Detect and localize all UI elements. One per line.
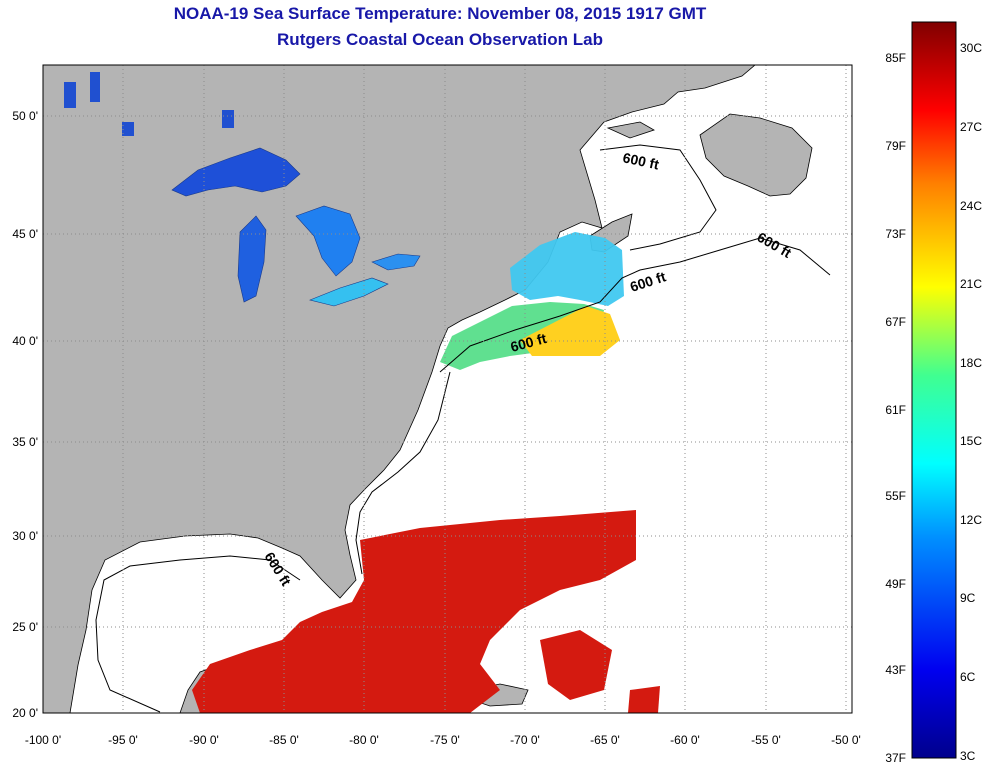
latitude-label: 30 0' — [12, 529, 38, 543]
celsius-label: 12C — [960, 513, 982, 527]
sst-patch-east — [540, 630, 612, 700]
celsius-label: 24C — [960, 199, 982, 213]
fahrenheit-label: 85F — [885, 51, 906, 65]
longitude-label: -90 0' — [189, 733, 219, 747]
map-subtitle: Rutgers Coastal Ocean Observation Lab — [277, 30, 603, 49]
fahrenheit-label: 55F — [885, 489, 906, 503]
celsius-label: 27C — [960, 120, 982, 134]
fahrenheit-label: 67F — [885, 315, 906, 329]
sst-patch-far-east — [628, 686, 660, 713]
longitude-label: -50 0' — [831, 733, 861, 747]
fahrenheit-label: 43F — [885, 663, 906, 677]
small-lakes — [64, 72, 234, 136]
celsius-label: 6C — [960, 670, 976, 684]
celsius-label: 15C — [960, 434, 982, 448]
longitude-label: -85 0' — [269, 733, 299, 747]
celsius-label: 9C — [960, 591, 976, 605]
fahrenheit-label: 49F — [885, 577, 906, 591]
graticule — [43, 65, 852, 713]
depth-contour-st-lawrence — [599, 144, 717, 251]
sst-cool-shelf — [510, 232, 624, 306]
latitude-label: 25 0' — [12, 620, 38, 634]
fahrenheit-label: 37F — [885, 751, 906, 765]
map-frame — [42, 64, 853, 714]
great-lakes — [171, 147, 421, 307]
contour-label-st-lawrence: 600 ft — [621, 149, 660, 172]
north-america-land — [43, 65, 756, 713]
longitude-label: -70 0' — [510, 733, 540, 747]
latitude-label: 20 0' — [12, 706, 38, 720]
newfoundland-land — [699, 113, 813, 197]
temperature-colorbar — [911, 21, 957, 759]
celsius-label: 30C — [960, 41, 982, 55]
map-title: NOAA-19 Sea Surface Temperature: Novembe… — [173, 4, 707, 23]
depth-contour-atlantic — [439, 237, 831, 373]
latitude-label: 35 0' — [12, 435, 38, 449]
fahrenheit-scale: 85F 79F 73F 67F 61F 55F 49F 43F 37F — [885, 51, 906, 765]
depth-contour-gulf — [95, 555, 301, 713]
anticosti-land — [606, 121, 655, 139]
fahrenheit-label: 79F — [885, 139, 906, 153]
sst-warm-offshore — [520, 306, 620, 356]
latitude-labels: 50 0' 45 0' 40 0' 35 0' 30 0' 25 0' 20 0' — [12, 109, 38, 720]
fahrenheit-label: 73F — [885, 227, 906, 241]
longitude-label: -75 0' — [430, 733, 460, 747]
longitude-label: -80 0' — [349, 733, 379, 747]
longitude-label: -100 0' — [25, 733, 61, 747]
longitude-label: -55 0' — [751, 733, 781, 747]
celsius-label: 21C — [960, 277, 982, 291]
longitude-labels: -100 0' -95 0' -90 0' -85 0' -80 0' -75 0' -70… — [25, 733, 861, 747]
sst-warm-south — [192, 510, 636, 713]
celsius-label: 18C — [960, 356, 982, 370]
depth-contour-southeast — [355, 371, 451, 575]
latitude-label: 50 0' — [12, 109, 38, 123]
fahrenheit-label: 61F — [885, 403, 906, 417]
celsius-label: 3C — [960, 749, 976, 763]
celsius-scale: 30C 27C 24C 21C 18C 15C 12C 9C 6C 3C — [960, 41, 982, 763]
latitude-label: 40 0' — [12, 334, 38, 348]
longitude-label: -60 0' — [670, 733, 700, 747]
longitude-label: -65 0' — [590, 733, 620, 747]
latitude-label: 45 0' — [12, 227, 38, 241]
longitude-label: -95 0' — [108, 733, 138, 747]
